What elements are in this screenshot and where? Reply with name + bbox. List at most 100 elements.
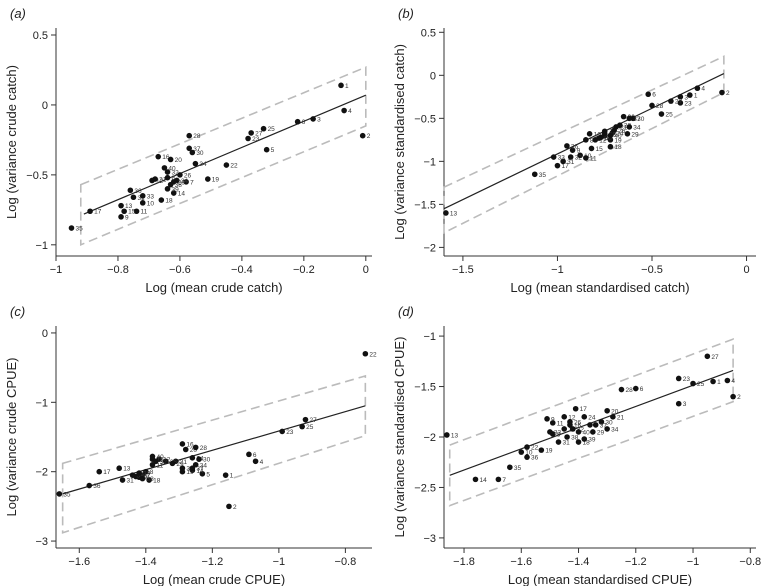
y-tick-label: −2 xyxy=(423,432,436,444)
data-point xyxy=(189,455,196,461)
data-point-label: 9 xyxy=(577,148,581,155)
data-point-label: 19 xyxy=(545,448,553,455)
data-point xyxy=(607,137,614,143)
data-point xyxy=(189,149,196,156)
data-point-label: 2 xyxy=(233,504,237,511)
data-point-label: 28 xyxy=(656,103,664,110)
prediction-band xyxy=(443,55,725,235)
data-point-label: 32 xyxy=(160,459,168,466)
data-point xyxy=(139,200,146,206)
x-tick-label: −1 xyxy=(50,264,63,276)
data-point xyxy=(362,350,369,357)
data-point xyxy=(205,176,211,182)
data-point-label: 22 xyxy=(230,163,238,170)
data-point-label: 29 xyxy=(597,429,605,436)
data-point xyxy=(338,82,344,89)
data-point-label: 28 xyxy=(625,387,633,394)
data-point xyxy=(196,456,202,463)
data-point xyxy=(146,477,152,483)
x-tick-label: −0.4 xyxy=(231,264,253,276)
data-point xyxy=(564,143,570,149)
data-point xyxy=(443,210,449,216)
y-tick-label: −1 xyxy=(35,397,48,409)
data-point-label: 33 xyxy=(554,429,562,436)
y-tick-label: −1.5 xyxy=(414,199,436,211)
data-point xyxy=(518,449,525,455)
data-point xyxy=(649,102,655,109)
y-axis-label: Log (variance standardised CPUE) xyxy=(392,337,407,538)
data-point-label: 30 xyxy=(203,457,211,464)
data-point xyxy=(677,100,684,106)
data-point-label: 8 xyxy=(150,469,154,476)
data-point-label: 17 xyxy=(561,163,569,170)
y-tick-label: −1 xyxy=(423,156,436,168)
data-point-label: 10 xyxy=(147,200,155,207)
data-point-label: 33 xyxy=(137,473,145,480)
data-point xyxy=(524,444,530,450)
data-point xyxy=(68,225,75,231)
data-point-label: 29 xyxy=(176,461,184,468)
data-point-label: 35 xyxy=(75,226,83,233)
data-point-label: 32 xyxy=(577,426,585,433)
data-point-label: 35 xyxy=(514,465,522,472)
data-point-label: 39 xyxy=(172,186,180,193)
data-point-label: 9 xyxy=(551,416,555,423)
data-point-label: 3 xyxy=(684,94,688,101)
data-point-label: 27 xyxy=(255,130,263,137)
x-tick-label: −0.5 xyxy=(641,264,663,276)
data-point-label: 13 xyxy=(450,210,458,217)
data-point-label: 22 xyxy=(369,351,377,358)
data-point xyxy=(730,393,736,400)
regression-line xyxy=(83,94,367,215)
data-point-label: 25 xyxy=(306,424,314,431)
data-point xyxy=(561,414,568,420)
x-tick-label: −1.6 xyxy=(510,556,532,568)
data-point xyxy=(118,214,124,220)
prediction-band xyxy=(61,374,367,534)
data-point xyxy=(592,422,599,428)
regression-line xyxy=(62,405,366,495)
data-point-label: 11 xyxy=(156,462,163,469)
data-point xyxy=(186,145,193,152)
data-point xyxy=(279,428,285,435)
data-point-label: 30 xyxy=(196,150,204,157)
data-point-label: 6 xyxy=(302,119,306,126)
data-point-label: 28 xyxy=(193,133,201,140)
data-point-label: 1 xyxy=(717,379,721,386)
x-axis-label: Log (mean standardised CPUE) xyxy=(508,572,692,586)
data-point-label: 6 xyxy=(253,452,257,459)
data-point-label: 18 xyxy=(153,478,161,485)
data-point-label: 34 xyxy=(200,462,208,469)
data-point xyxy=(555,439,562,445)
y-tick-label: −2 xyxy=(35,467,48,479)
data-point xyxy=(575,429,582,435)
data-point xyxy=(626,115,633,122)
data-point xyxy=(192,444,199,451)
data-point-label: 23 xyxy=(252,136,260,143)
data-point-label: 15 xyxy=(595,146,603,153)
data-point xyxy=(246,451,252,458)
data-point-label: 31 xyxy=(127,478,135,485)
data-point-label: 24 xyxy=(616,130,624,137)
data-point-label: 20 xyxy=(175,157,183,164)
data-point xyxy=(169,460,176,467)
data-point-label: 13 xyxy=(123,466,131,473)
data-point xyxy=(583,155,589,161)
data-point xyxy=(299,423,305,430)
data-point xyxy=(632,385,639,392)
data-point-label: 21 xyxy=(620,124,628,131)
data-point-label: 7 xyxy=(146,473,150,480)
data-point-label: 10 xyxy=(525,450,533,457)
data-point xyxy=(167,156,174,163)
data-point-label: 40 xyxy=(583,429,591,436)
data-point-label: 16 xyxy=(574,422,582,429)
data-point-label: 40 xyxy=(614,133,622,140)
data-point-label: 15 xyxy=(156,457,164,464)
y-tick-label: −3 xyxy=(35,536,48,548)
data-point xyxy=(507,464,513,471)
data-point xyxy=(687,92,693,98)
data-point-label: 33 xyxy=(147,193,155,200)
data-point xyxy=(179,468,186,475)
data-point-label: 29 xyxy=(178,179,186,186)
